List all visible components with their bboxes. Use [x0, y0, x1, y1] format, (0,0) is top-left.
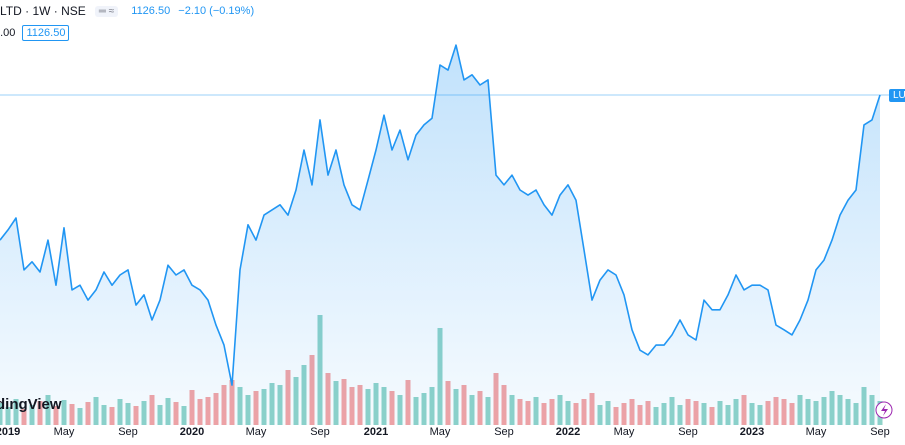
x-tick-label: Sep: [870, 426, 890, 438]
price-label: LU: [889, 89, 905, 102]
watermark: dingView: [0, 396, 62, 413]
x-tick-label: May: [806, 426, 827, 438]
x-tick-label: 2019: [0, 426, 20, 438]
x-tick-label: May: [614, 426, 635, 438]
left-value: 0.00: [0, 27, 16, 39]
x-axis: 2019 May Sep 2020 May Sep 2021 May Sep 2022 May Sep…: [0, 426, 890, 438]
x-tick-label: 2021: [364, 426, 388, 438]
x-tick-label: 2022: [556, 426, 580, 438]
x-tick-label: Sep: [310, 426, 330, 438]
x-tick-label: Sep: [118, 426, 138, 438]
x-tick-label: May: [54, 426, 75, 438]
x-tick-label: Sep: [678, 426, 698, 438]
x-tick-label: May: [246, 426, 267, 438]
last-price: 1126.50: [131, 5, 171, 17]
x-tick-label: 2020: [180, 426, 204, 438]
x-tick-label: 2023: [740, 426, 764, 438]
toggle[interactable]: ═ ≈: [94, 5, 119, 17]
price-change: −2.10 (−0.19%): [178, 5, 255, 17]
x-tick-label: May: [430, 426, 451, 438]
price-box: 1126.50: [22, 25, 70, 41]
legend-row: LTD · 1W · NSE ═ ≈ 1126.50 −2.10 (−0.19%…: [0, 4, 254, 18]
x-tick-label: Sep: [494, 426, 514, 438]
value-row: 0.00 1126.50: [0, 25, 70, 41]
symbol: LTD · 1W · NSE: [0, 4, 86, 18]
lightning-icon: [881, 404, 888, 416]
price-line: [0, 44, 881, 386]
area-fill: [0, 45, 880, 425]
price-layer: [0, 44, 905, 425]
